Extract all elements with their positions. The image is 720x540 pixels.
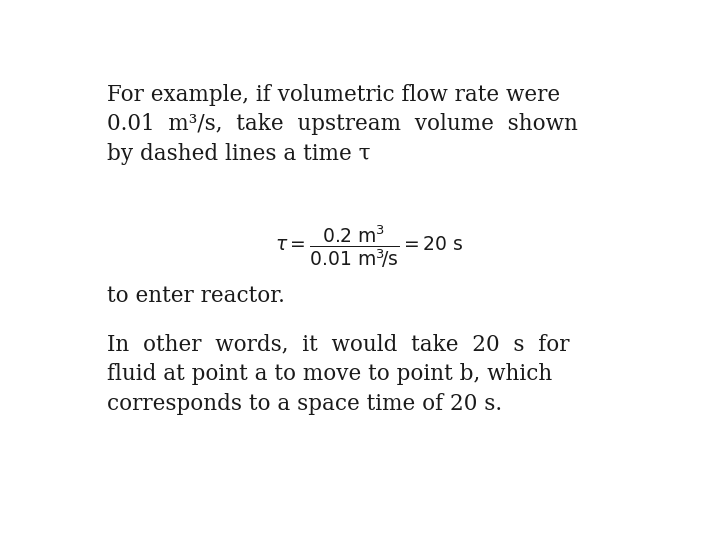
Text: $\tau = \dfrac{0.2\ \mathrm{m}^3}{0.01\ \mathrm{m}^3\!/\mathrm{s}} = 20\ \mathrm: $\tau = \dfrac{0.2\ \mathrm{m}^3}{0.01\ …: [274, 223, 464, 269]
Text: corresponds to a space time of 20 s.: corresponds to a space time of 20 s.: [107, 393, 502, 415]
Text: to enter reactor.: to enter reactor.: [107, 285, 284, 307]
Text: 0.01  m³/s,  take  upstream  volume  shown: 0.01 m³/s, take upstream volume shown: [107, 113, 577, 136]
Text: by dashed lines a time τ: by dashed lines a time τ: [107, 144, 370, 165]
Text: In  other  words,  it  would  take  20  s  for: In other words, it would take 20 s for: [107, 333, 570, 355]
Text: For example, if volumetric flow rate were: For example, if volumetric flow rate wer…: [107, 84, 560, 105]
Text: fluid at point a to move to point b, which: fluid at point a to move to point b, whi…: [107, 363, 552, 385]
